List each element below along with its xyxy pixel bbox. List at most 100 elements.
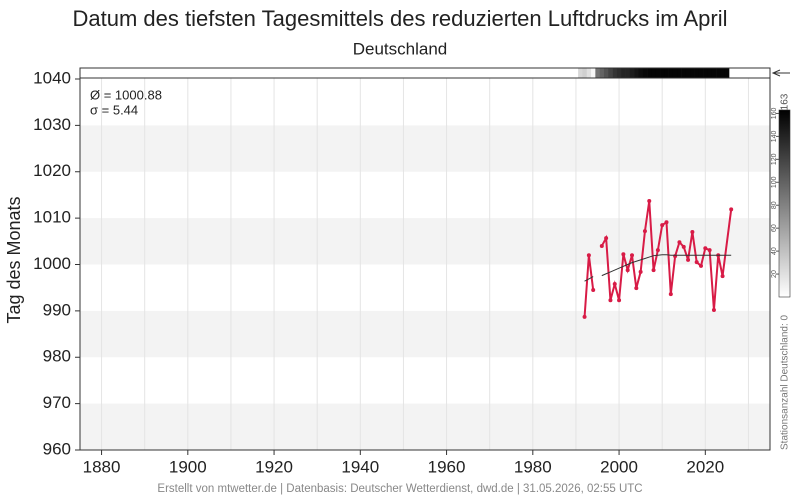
- data-point: [621, 252, 626, 257]
- y-tick-label: 1000: [33, 254, 71, 273]
- station-cell: [668, 68, 674, 78]
- data-point: [651, 268, 656, 273]
- x-tick-label: 2000: [600, 457, 638, 476]
- colorbar-tick-label: 160: [771, 107, 778, 119]
- station-cell: [599, 68, 605, 78]
- station-cell: [616, 68, 622, 78]
- station-cell: [625, 68, 631, 78]
- grid-band: [80, 218, 770, 265]
- data-point: [690, 230, 695, 235]
- station-cell: [582, 68, 588, 78]
- station-cell: [591, 68, 596, 78]
- data-point: [699, 263, 703, 268]
- data-point: [655, 248, 660, 253]
- grid-band: [80, 125, 770, 172]
- station-cell: [634, 68, 639, 78]
- x-tick-label: 1900: [169, 457, 207, 476]
- x-tick-label: 1880: [83, 457, 121, 476]
- data-point: [703, 246, 708, 251]
- chart-title: Datum des tiefsten Tagesmittels des redu…: [72, 6, 727, 31]
- y-tick-label: 1020: [33, 161, 71, 180]
- station-cell: [586, 68, 592, 78]
- station-cell: [621, 68, 626, 78]
- station-cell: [612, 68, 618, 78]
- data-point: [694, 260, 699, 265]
- data-point: [720, 274, 725, 279]
- y-tick-label: 980: [43, 347, 71, 366]
- colorbar-tick-label: 40: [771, 247, 778, 255]
- data-point: [707, 248, 712, 253]
- x-tick-label: 2020: [686, 457, 724, 476]
- data-point: [638, 269, 643, 274]
- station-cell: [660, 68, 665, 78]
- station-cell: [698, 68, 704, 78]
- arrow-icon: [771, 69, 790, 77]
- data-point: [604, 236, 609, 241]
- station-cell: [651, 68, 657, 78]
- data-point: [642, 229, 647, 234]
- plot: 960 970 980 990 1000 1010 1020 1030 1040 1880 1900…: [33, 67, 791, 476]
- y-tick-label: 990: [43, 300, 71, 319]
- station-cell: [690, 68, 695, 78]
- station-cell: [578, 68, 583, 78]
- station-cell: [724, 68, 730, 78]
- trend-line: [584, 254, 732, 282]
- data-point: [630, 253, 634, 258]
- station-cell: [638, 68, 644, 78]
- data-point: [664, 220, 669, 225]
- y-tick-label: 960: [43, 439, 71, 458]
- data-point: [686, 257, 691, 262]
- data-point: [647, 198, 652, 203]
- data-point: [660, 223, 665, 228]
- data-point: [617, 298, 622, 303]
- station-cell: [685, 68, 691, 78]
- station-cell: [608, 68, 613, 78]
- colorbar-label: Stationsanzahl Deutschland: 0: [780, 314, 791, 450]
- y-tick-label: 1040: [33, 68, 71, 87]
- grid-band: [80, 310, 770, 358]
- chart-subtitle: Deutschland: [353, 39, 448, 58]
- station-cell: [711, 68, 717, 78]
- x-tick-label: 1940: [341, 457, 379, 476]
- station-cell: [681, 68, 687, 78]
- station-cell: [647, 68, 652, 78]
- station-cell: [672, 68, 678, 78]
- footer: Erstellt von mtwetter.de | Datenbasis: D…: [157, 483, 642, 495]
- station-cell: [694, 68, 700, 78]
- data-point: [612, 281, 617, 286]
- data-point: [681, 244, 686, 249]
- station-cell: [707, 68, 713, 78]
- station-cell: [595, 68, 600, 78]
- y-tick-label: 1030: [33, 115, 71, 134]
- station-cell: [664, 68, 669, 78]
- x-tick-label: 1920: [255, 457, 293, 476]
- station-cell: [677, 68, 682, 78]
- colorbar-tick-label: 80: [771, 201, 778, 209]
- data-point: [625, 268, 630, 273]
- data-point: [591, 288, 596, 293]
- y-tick-label: 1010: [33, 208, 71, 227]
- data-point: [677, 240, 682, 245]
- annotation: σ = 5.44: [90, 102, 138, 117]
- colorbar-tick-label: 20: [771, 270, 778, 278]
- plot-frame: [79, 67, 771, 451]
- station-cell: [716, 68, 721, 78]
- x-tick-label: 1980: [514, 457, 552, 476]
- colorbar-tick-label: 60: [771, 224, 778, 232]
- station-cell: [720, 68, 726, 78]
- data-point: [729, 207, 734, 212]
- data-point: [599, 243, 604, 248]
- y-tick-label: 970: [43, 393, 71, 412]
- y-axis-label: Tag des Monats: [4, 196, 24, 323]
- colorbar-max: 163: [780, 93, 791, 110]
- colorbar: [778, 109, 791, 298]
- annotation: Ø = 1000.88: [90, 87, 162, 102]
- station-cell: [703, 68, 708, 78]
- data-point: [582, 314, 587, 319]
- colorbar-tick-label: 100: [771, 176, 778, 188]
- station-cell: [629, 68, 635, 78]
- station-cell: [642, 68, 648, 78]
- x-tick-label: 1960: [428, 457, 466, 476]
